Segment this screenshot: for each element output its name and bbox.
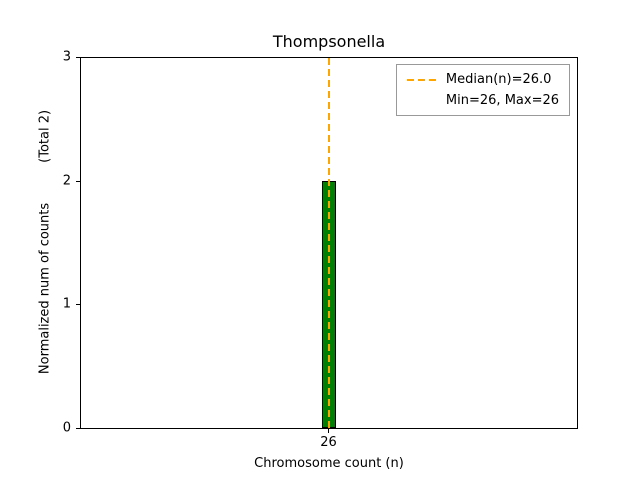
- y-tick-label-3: 3: [62, 49, 71, 65]
- legend-label-median: Median(n)=26.0: [445, 72, 552, 87]
- y-axis-label: Normalized num of counts (Total 2): [38, 110, 53, 374]
- y-axis-total-annotation: (Total 2): [37, 109, 53, 163]
- y-tick-mark-1: [76, 304, 80, 305]
- median-line: [328, 58, 330, 428]
- y-tick-label-2: 2: [62, 173, 71, 189]
- x-tick-mark: [328, 429, 329, 433]
- x-tick-label: 26: [320, 435, 337, 450]
- y-tick-mark-3: [76, 57, 80, 58]
- chart-title: Thompsonella: [272, 32, 386, 51]
- y-tick-label-1: 1: [62, 296, 71, 312]
- x-axis-label: Chromosome count (n): [254, 456, 404, 471]
- y-tick-mark-2: [76, 181, 80, 182]
- y-axis-label-text: Normalized num of counts: [37, 202, 53, 375]
- legend-row-median: Median(n)=26.0: [406, 72, 559, 87]
- plot-area: Median(n)=26.0 Min=26, Max=26: [80, 57, 578, 429]
- legend-empty-swatch: [407, 100, 437, 102]
- legend: Median(n)=26.0 Min=26, Max=26: [395, 64, 570, 116]
- median-dashed-line-swatch: [406, 78, 437, 81]
- y-tick-mark-0: [76, 428, 80, 429]
- y-tick-label-0: 0: [62, 420, 71, 436]
- legend-label-minmax: Min=26, Max=26: [445, 93, 559, 108]
- legend-row-minmax: Min=26, Max=26: [407, 93, 559, 108]
